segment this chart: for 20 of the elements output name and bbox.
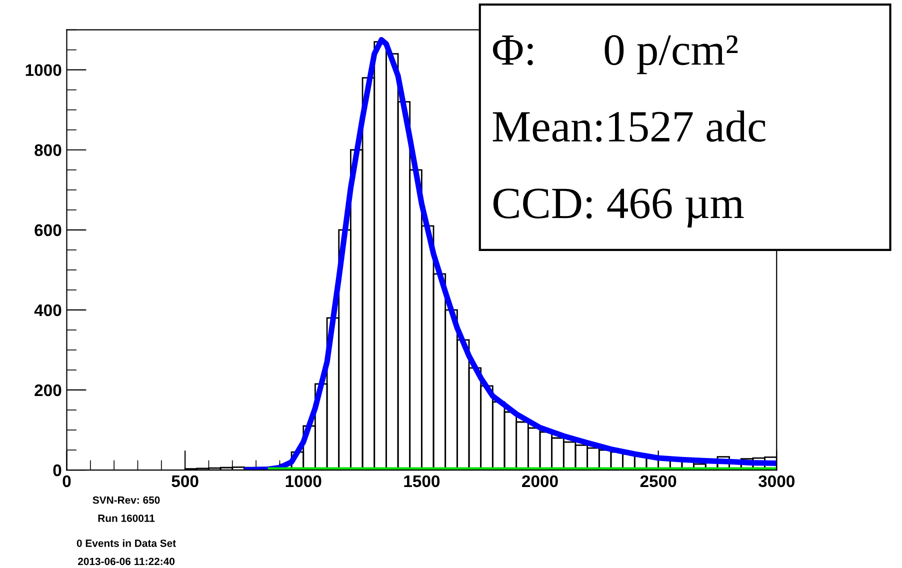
text: Run 160011 [98,514,155,522]
y-tick-label: 400 [34,304,62,316]
x-tick-label: 2000 [522,475,558,488]
x-tick-label: 1000 [286,475,322,488]
y-tick-label: 200 [34,384,62,396]
x-tick-label: 3000 [758,475,794,488]
text: 2013-06-06 11:22:40 [78,558,175,566]
y-tick-label: 600 [34,224,62,236]
text: 0 Events in Data Set [76,539,176,547]
annotation: Φ: 0 p/cm² [492,35,738,74]
annotation: CCD: 466 µm [493,188,744,228]
y-tick-label: 800 [34,144,62,156]
y-tick-label: 0 [53,464,62,476]
x-tick-label: 0 [62,475,71,488]
x-tick-label: 2500 [640,475,676,488]
x-tick-label: 500 [172,475,198,488]
text: SVN-Rev: 650 [92,496,160,504]
x-tick-label: 1500 [404,475,440,488]
y-tick-label: 1000 [26,64,62,76]
annotation: Mean:1527 adc [492,110,766,142]
